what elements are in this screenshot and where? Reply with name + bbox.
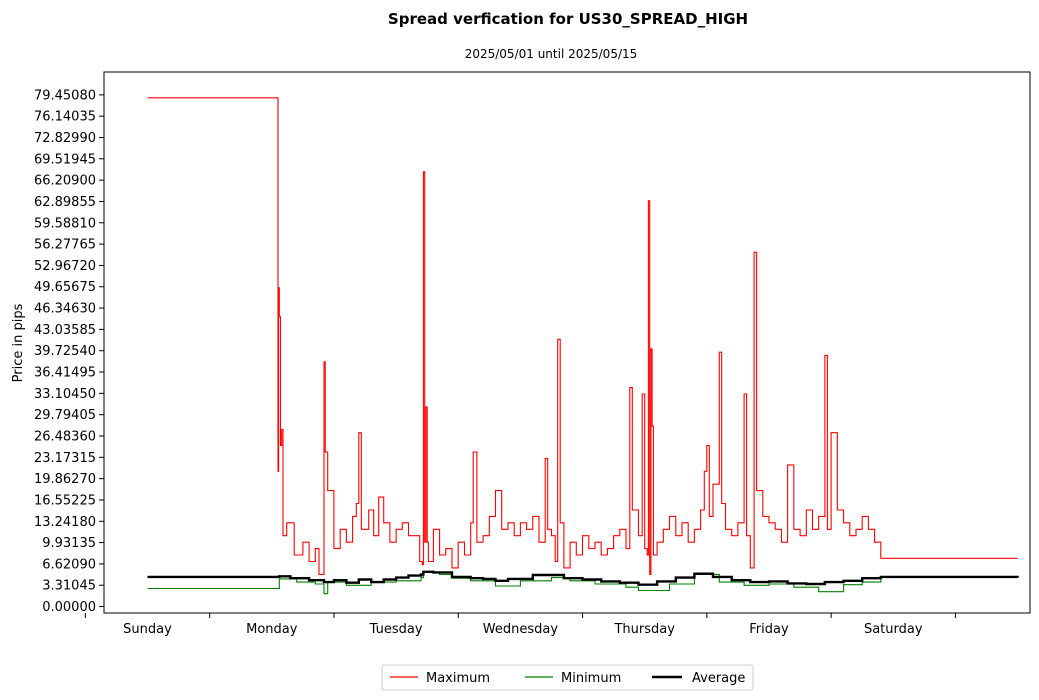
x-tick-label: Thursday xyxy=(613,622,675,637)
y-tick-label: 23.17315 xyxy=(34,451,96,466)
y-tick-label: 9.93135 xyxy=(42,536,96,551)
x-tick-label: Sunday xyxy=(123,622,172,637)
y-tick-label: 6.62090 xyxy=(42,557,96,572)
y-tick-label: 13.24180 xyxy=(34,515,96,530)
y-tick-label: 19.86270 xyxy=(34,472,96,487)
series-line-average xyxy=(147,570,1019,586)
y-tick-label: 76.14035 xyxy=(34,110,96,125)
y-tick-label: 33.10450 xyxy=(34,387,96,402)
y-tick-label: 56.27765 xyxy=(34,238,96,253)
chart-title: Spread verfication for US30_SPREAD_HIGH xyxy=(388,10,748,28)
y-tick-label: 59.58810 xyxy=(34,216,96,231)
series-line-minimum xyxy=(147,571,1019,595)
series-lines xyxy=(147,97,1019,595)
y-tick-label: 36.41495 xyxy=(34,366,96,381)
y-tick-label: 0.00000 xyxy=(42,600,96,615)
legend-box xyxy=(381,664,754,691)
y-axis: 0.00000 3.31045 6.62090 9.93135 13.24180 16.5… xyxy=(34,88,104,615)
y-tick-label: 66.20900 xyxy=(34,174,96,189)
y-tick-label: 72.82990 xyxy=(34,131,96,146)
chart-subtitle: 2025/05/01 until 2025/05/15 xyxy=(465,47,638,61)
y-tick-label: 16.55225 xyxy=(34,493,96,508)
y-tick-label: 3.31045 xyxy=(42,579,96,594)
y-tick-label: 26.48360 xyxy=(34,429,96,444)
x-tick-label: Friday xyxy=(749,622,789,637)
x-tick-label: Saturday xyxy=(864,622,923,637)
x-axis: Sunday Monday Tuesday Wednesday Thursday Frid… xyxy=(84,613,956,637)
x-tick-label: Monday xyxy=(246,622,298,637)
x-tick-label: Wednesday xyxy=(483,622,559,637)
y-tick-label: 39.72540 xyxy=(34,344,96,359)
y-tick-label: 46.34630 xyxy=(34,302,96,317)
y-tick-label: 69.51945 xyxy=(34,152,96,167)
series-line-maximum xyxy=(147,97,1018,575)
y-tick-label: 62.89855 xyxy=(34,195,96,210)
legend-label-maximum: Maximum xyxy=(426,671,490,686)
legend: Maximum Minimum Average xyxy=(381,664,754,691)
y-tick-label: 49.65675 xyxy=(34,280,96,295)
y-tick-label: 43.03585 xyxy=(34,323,96,338)
legend-label-minimum: Minimum xyxy=(561,671,621,686)
y-tick-label: 79.45080 xyxy=(34,88,96,103)
x-tick-label: Tuesday xyxy=(369,622,423,637)
y-axis-label: Price in pips xyxy=(11,303,26,382)
y-tick-label: 29.79405 xyxy=(34,408,96,423)
plot-frame xyxy=(103,71,1031,614)
legend-label-average: Average xyxy=(692,671,745,686)
y-tick-label: 52.96720 xyxy=(34,259,96,274)
